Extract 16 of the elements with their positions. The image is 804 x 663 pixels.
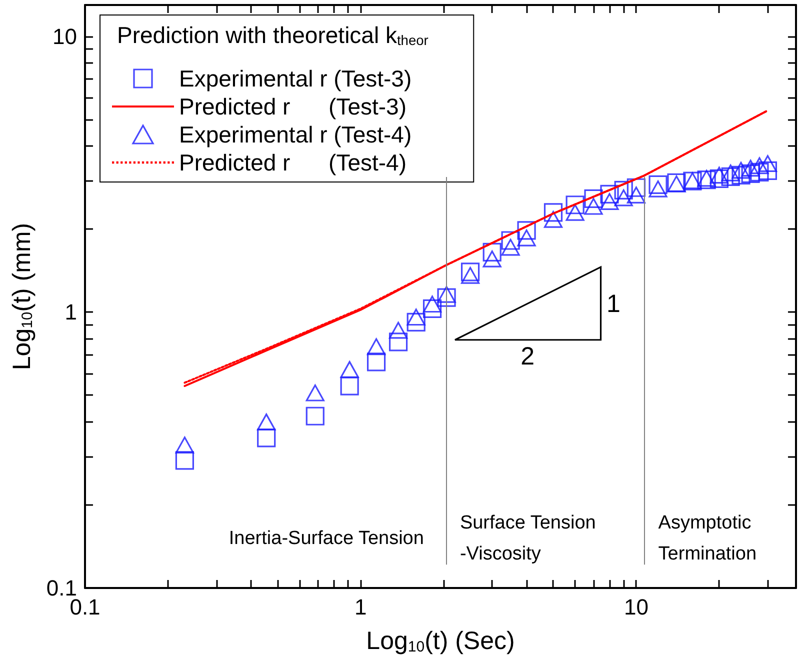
x-axis-title: Log10(t) (Sec) <box>366 627 515 656</box>
y-axis-title: Log10(t) (mm) <box>8 222 36 370</box>
x-tick-label: 10 <box>624 594 648 620</box>
legend-label: Experimental r (Test-3) <box>179 66 412 92</box>
annotation: 2 <box>520 342 535 371</box>
y-tick-label: 1 <box>64 300 77 325</box>
annotation: 1 <box>606 290 620 318</box>
annotation: Asymptotic Termination <box>658 512 757 564</box>
legend-label: Predicted r (Test-4) <box>179 150 407 176</box>
x-tick-label: 1 <box>354 594 367 620</box>
y-tick-label: 10 <box>52 24 77 49</box>
legend-title: Prediction with theoretical ktheor <box>117 22 429 48</box>
annotation: Inertia-Surface Tension <box>228 528 424 549</box>
annotation: Surface Tension -Viscosity <box>460 512 596 564</box>
legend-label: Experimental r (Test-4) <box>179 122 412 148</box>
legend-label: Predicted r (Test-3) <box>179 94 407 120</box>
